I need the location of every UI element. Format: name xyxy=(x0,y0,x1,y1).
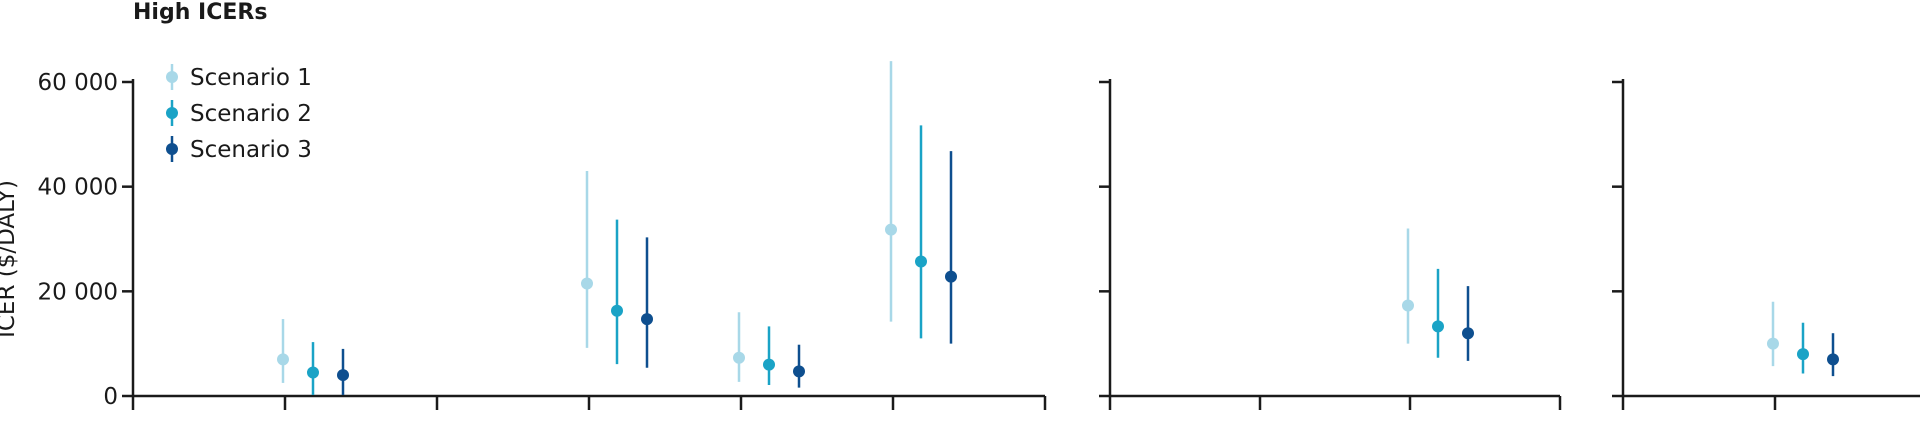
legend-label: Scenario 3 xyxy=(190,137,312,163)
legend-swatch-marker xyxy=(166,143,178,155)
y-axis-label: ICER ($/DALY) xyxy=(0,180,20,338)
data-point xyxy=(611,304,623,317)
data-point xyxy=(1767,337,1779,350)
data-point xyxy=(793,365,805,378)
data-point xyxy=(581,277,593,290)
legend-swatch-marker xyxy=(166,107,178,119)
data-point xyxy=(1432,320,1444,333)
data-point xyxy=(1402,299,1414,312)
data-point xyxy=(277,353,289,366)
data-point xyxy=(885,223,897,236)
legend-label: Scenario 1 xyxy=(190,65,312,91)
figure-title: High ICERs xyxy=(133,0,268,25)
data-point xyxy=(641,313,653,326)
legend-label: Scenario 2 xyxy=(190,101,312,127)
data-point xyxy=(1797,348,1809,361)
data-point xyxy=(337,369,349,382)
y-tick-label: 40 000 xyxy=(38,175,118,201)
y-tick-label: 20 000 xyxy=(38,279,118,305)
data-point xyxy=(945,270,957,283)
data-point xyxy=(1462,327,1474,340)
y-tick-label: 0 xyxy=(103,384,118,410)
legend-swatch-marker xyxy=(166,71,178,83)
data-point xyxy=(1827,353,1839,366)
data-point xyxy=(915,255,927,268)
data-point xyxy=(763,358,775,371)
y-tick-label: 60 000 xyxy=(38,70,118,96)
data-point xyxy=(307,366,319,379)
data-point xyxy=(733,351,745,364)
